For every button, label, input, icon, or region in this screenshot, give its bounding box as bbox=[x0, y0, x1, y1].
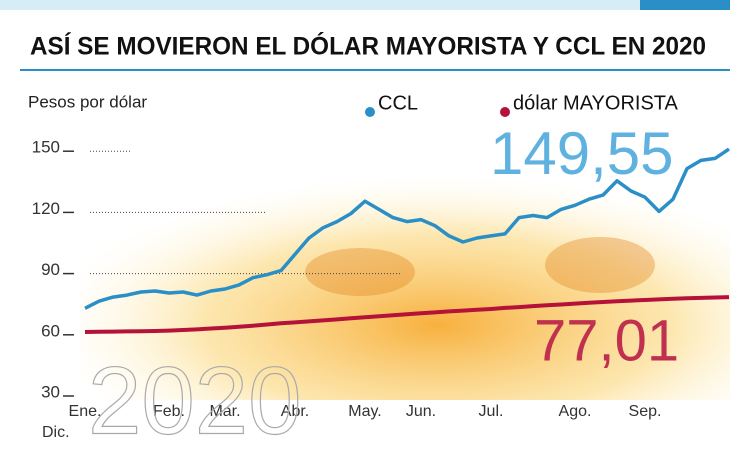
eye-art bbox=[545, 237, 655, 293]
top-accent bbox=[640, 0, 730, 10]
top-band bbox=[0, 0, 730, 10]
annotation: 149,55 bbox=[490, 120, 674, 187]
annotation: Dic. bbox=[42, 424, 70, 441]
x-tick-label: Mar. bbox=[209, 403, 240, 420]
series-line bbox=[84, 147, 730, 310]
x-tick-label: Ago. bbox=[559, 403, 592, 420]
eye-art bbox=[305, 248, 415, 296]
x-tick-label: Abr. bbox=[281, 403, 309, 420]
series-line bbox=[84, 295, 730, 334]
legend-marker bbox=[500, 107, 510, 117]
x-tick-label: Sep. bbox=[629, 403, 662, 420]
y-tick-label: 150 bbox=[32, 138, 60, 157]
x-tick-label: May. bbox=[348, 403, 381, 420]
annotation: 77,01 bbox=[534, 308, 679, 373]
x-tick-label: Ene. bbox=[69, 403, 102, 420]
legend-label: dólar MAYORISTA bbox=[513, 92, 679, 114]
legend-marker bbox=[365, 107, 375, 117]
year-watermark: 2020 bbox=[88, 347, 302, 451]
legend-label: CCL bbox=[378, 92, 418, 114]
y-tick-label: 90 bbox=[41, 260, 60, 279]
title-rule bbox=[20, 69, 730, 71]
chart-title: ASÍ SE MOVIERON EL DÓLAR MAYORISTA Y CCL… bbox=[30, 31, 706, 61]
y-tick-label: 120 bbox=[32, 199, 60, 218]
x-tick-label: Jun. bbox=[406, 403, 436, 420]
y-tick-label: 30 bbox=[41, 382, 60, 401]
y-tick-label: 60 bbox=[41, 321, 60, 340]
y-axis-label: Pesos por dólar bbox=[28, 92, 147, 111]
x-tick-label: Jul. bbox=[479, 403, 504, 420]
background-art bbox=[80, 150, 730, 400]
x-tick-label: Feb. bbox=[153, 403, 185, 420]
